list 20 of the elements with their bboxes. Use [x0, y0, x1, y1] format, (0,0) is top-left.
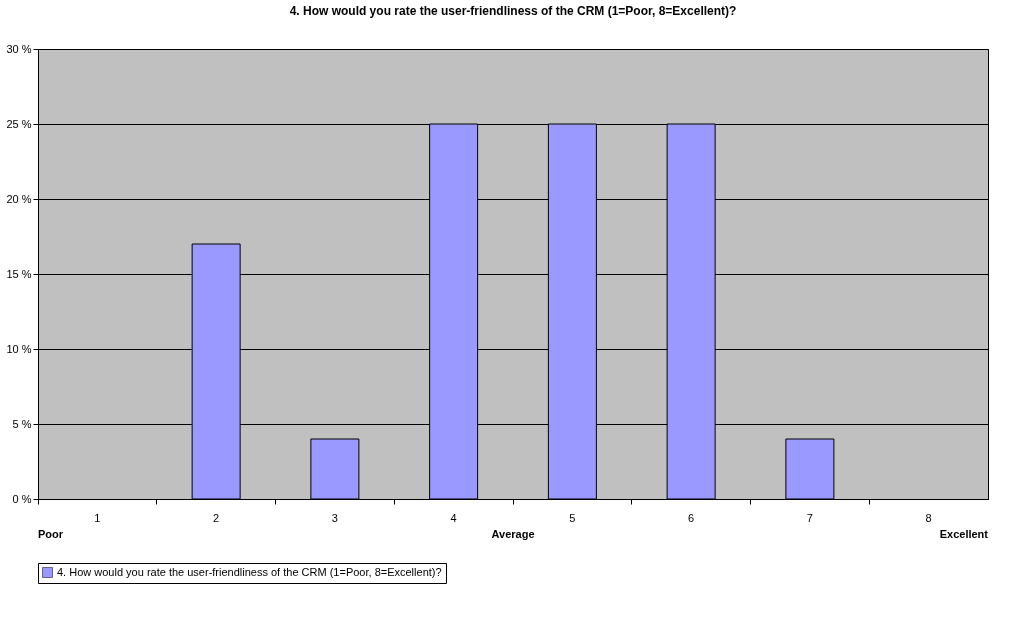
- y-tick-label: 30 %: [6, 42, 32, 55]
- y-tick-label: 0 %: [12, 492, 32, 505]
- text: Average: [491, 528, 535, 540]
- x-tick-label: 4: [450, 511, 457, 524]
- y-tick-label: 15 %: [6, 267, 32, 280]
- x-tick-label: 3: [331, 511, 338, 524]
- legend-label: 4. How would you rate the user-friendliness of the CRM (1=Poor, 8=Excellent)?: [57, 565, 442, 578]
- x-tick-label: 8: [925, 511, 932, 524]
- x-tick-label: 5: [569, 511, 576, 524]
- x-tick-label: 7: [806, 511, 813, 524]
- text: Excellent: [939, 528, 989, 540]
- y-tick-label: 10 %: [6, 342, 32, 355]
- y-tick-label: 5 %: [12, 417, 32, 430]
- text: Poor: [38, 528, 64, 540]
- x-tick-label: 2: [213, 511, 220, 524]
- chart-title: 4. How would you rate the user-friendliness of the CRM (1=Poor, 8=Excellent)?: [289, 4, 737, 18]
- x-tick-label: 6: [688, 511, 695, 524]
- y-tick-label: 25 %: [6, 117, 32, 130]
- x-tick-label: 1: [94, 511, 101, 524]
- y-tick-label: 20 %: [6, 192, 32, 205]
